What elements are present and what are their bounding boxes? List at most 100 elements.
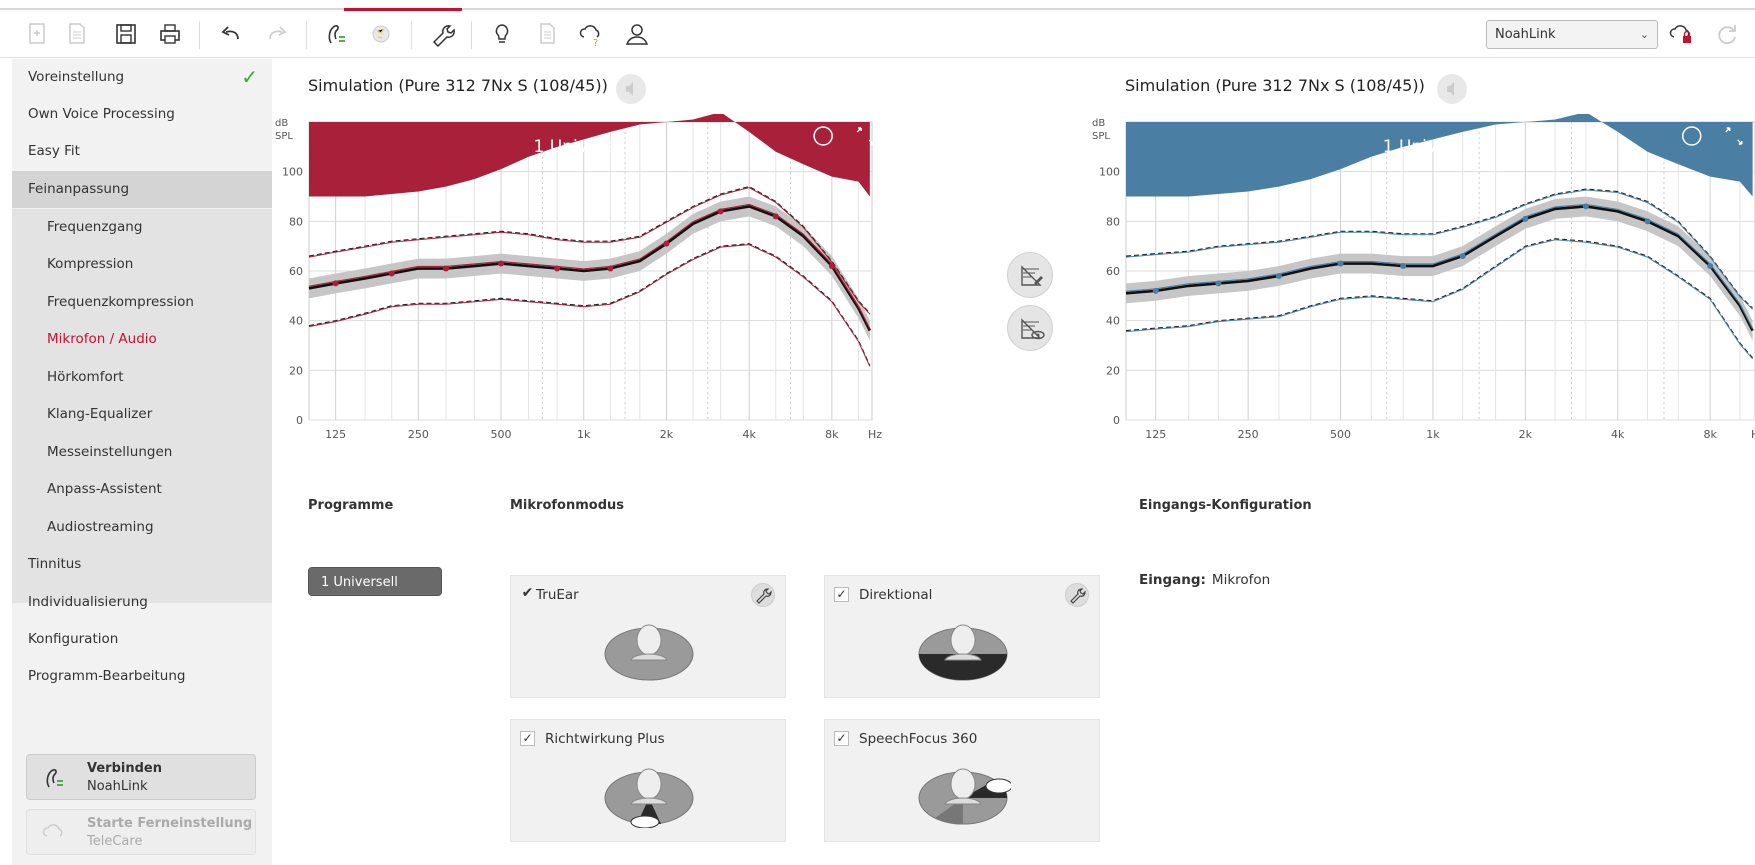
mic-mode-richtwirkung-plus[interactable]: ✓ Richtwirkung Plus: [510, 719, 786, 842]
target-line-loud: [1125, 189, 1753, 310]
sidebar-item-tinnitus[interactable]: Tinnitus: [12, 546, 272, 583]
remote-title: Starte Ferneinstellung: [87, 816, 253, 831]
sidebar-item-kompression[interactable]: Kompression: [12, 246, 272, 283]
undo-icon[interactable]: [216, 19, 246, 49]
y-axis-label: SPL: [275, 131, 293, 142]
x-tick-label: 125: [325, 428, 346, 441]
sidebar-item-hoerkomfort[interactable]: Hörkomfort: [12, 359, 272, 396]
omni-head-icon: [604, 624, 694, 681]
mic-mode-direktional[interactable]: ✓ Direktional: [824, 575, 1100, 698]
lightbulb-icon[interactable]: [487, 19, 517, 49]
program-button-universell[interactable]: 1 Universell: [308, 567, 442, 596]
target-point: [498, 260, 505, 267]
document-icon[interactable]: [62, 19, 92, 49]
y-axis-label: dB: [275, 118, 288, 129]
sidebar-item-label: Messeinstellungen: [47, 444, 173, 460]
toolbar-divider: [411, 21, 412, 49]
mic-mode-label: Direktional: [859, 587, 933, 603]
sidebar-item-anpass-assistent[interactable]: Anpass-Assistent: [12, 471, 272, 508]
gain-curve-soft: [1125, 238, 1754, 359]
target-point: [554, 265, 561, 272]
wrench-icon[interactable]: [427, 19, 457, 49]
cloud-sync-icon: [42, 824, 63, 837]
wrench-icon[interactable]: [1065, 583, 1089, 607]
new-session-icon[interactable]: [22, 19, 52, 49]
report-icon[interactable]: [532, 19, 562, 49]
y-axis-label: SPL: [1092, 131, 1110, 142]
sidebar-item-label: Konfiguration: [28, 631, 119, 647]
target-point: [388, 270, 395, 277]
expand-icon: [1725, 127, 1743, 145]
sidebar-item-label: Frequenzkompression: [47, 294, 194, 310]
checkbox[interactable]: ✓: [834, 587, 849, 602]
globe-icon[interactable]: [366, 19, 396, 49]
sidebar-item-audiostreaming[interactable]: Audiostreaming: [12, 509, 272, 546]
y-tick-label: 0: [296, 414, 303, 427]
speaker-icon[interactable]: [616, 74, 646, 104]
gain-curve-soft: [308, 243, 871, 366]
mic-mode-speechfocus-360[interactable]: ✓ SpeechFocus 360: [824, 719, 1100, 842]
sidebar-item-messeinstellungen[interactable]: Messeinstellungen: [12, 434, 272, 471]
sidebar-item-label: Anpass-Assistent: [47, 481, 162, 497]
remote-fitting-button[interactable]: Starte Ferneinstellung TeleCare: [26, 809, 256, 855]
svg-text:?: ?: [593, 38, 598, 47]
top-divider: [0, 8, 1755, 10]
sidebar-item-individualisierung[interactable]: Individualisierung: [12, 584, 272, 621]
wrench-icon[interactable]: [751, 583, 775, 607]
mic-mode-truear[interactable]: ✔ TruEar: [510, 575, 786, 698]
edit-curve-button[interactable]: [1007, 252, 1053, 298]
target-point: [1152, 287, 1159, 294]
checked-icon[interactable]: ✔: [521, 585, 534, 601]
sidebar-item-frequenzgang[interactable]: Frequenzgang: [12, 209, 272, 246]
print-icon[interactable]: [155, 19, 185, 49]
user-icon[interactable]: [622, 19, 652, 49]
sidebar-item-label: Programm-Bearbeitung: [28, 668, 186, 684]
sidebar-item-label: Hörkomfort: [47, 369, 124, 385]
redo-icon[interactable]: [262, 19, 292, 49]
sidebar-item-mikrofon-audio[interactable]: Mikrofon / Audio: [12, 321, 272, 358]
sidebar-item-own-voice-processing[interactable]: Own Voice Processing: [12, 96, 272, 133]
view-curve-button[interactable]: [1007, 305, 1053, 351]
save-icon[interactable]: [111, 19, 141, 49]
active-tab-indicator: [344, 8, 462, 11]
left-gain-chart: 0 20 40 60 80 100 dB SPL 125 250 500 1k 2k 4k 8k Hz 1 Un…: [275, 114, 882, 441]
target-point: [717, 208, 724, 215]
connect-subtitle: NoahLink: [87, 779, 148, 794]
hearing-aid-connect-icon[interactable]: [321, 19, 351, 49]
checkbox[interactable]: ✓: [834, 731, 849, 746]
x-tick-label: 500: [491, 428, 512, 441]
refresh-icon[interactable]: [1712, 19, 1742, 49]
directional-head-icon: [918, 624, 1008, 681]
sidebar-item-frequenzkompression[interactable]: Frequenzkompression: [12, 284, 272, 321]
speechfocus-head-icon: [918, 768, 1011, 825]
checkbox[interactable]: ✓: [520, 731, 535, 746]
remote-subtitle: TeleCare: [87, 834, 143, 849]
speaker-icon[interactable]: [1437, 74, 1467, 104]
cloud-lock-icon[interactable]: [1667, 19, 1697, 49]
sidebar-item-label: Individualisierung: [28, 594, 148, 610]
target-line-soft: [1125, 239, 1753, 360]
sidebar-item-programm-bearbeitung[interactable]: Programm-Bearbeitung: [12, 658, 272, 695]
info-icon: [813, 126, 833, 146]
sidebar-item-easy-fit[interactable]: Easy Fit: [12, 133, 272, 170]
hearing-aid-connect-icon: [46, 769, 63, 788]
x-tick-label: 250: [408, 428, 429, 441]
target-point: [772, 213, 779, 220]
sidebar-item-label: Own Voice Processing: [28, 106, 175, 122]
x-tick-label: 2k: [660, 428, 674, 441]
sidebar-item-feinanpassung[interactable]: Feinanpassung: [12, 171, 272, 208]
target-point: [1337, 260, 1344, 267]
sidebar-item-label: Kompression: [47, 256, 134, 272]
right-gain-chart: 0 20 40 60 80 100 dB SPL 125 250 500 1k 2k 4k 8k Hz 1 Un…: [1092, 114, 1755, 441]
x-axis-label: Hz: [868, 428, 882, 441]
input-config: Eingang: Mikrofon: [1139, 572, 1270, 588]
sidebar-item-voreinstellung[interactable]: Voreinstellung ✓: [12, 59, 272, 96]
device-select[interactable]: NoahLink ⌄: [1486, 20, 1658, 49]
headroom-area: [1126, 114, 1753, 197]
connect-button[interactable]: Verbinden NoahLink: [26, 754, 256, 800]
cloud-help-icon[interactable]: ?: [576, 19, 606, 49]
sidebar-item-klang-equalizer[interactable]: Klang-Equalizer: [12, 396, 272, 433]
sidebar-item-label: Audiostreaming: [47, 519, 154, 535]
mic-mode-label: SpeechFocus 360: [859, 731, 978, 747]
sidebar-item-konfiguration[interactable]: Konfiguration: [12, 621, 272, 658]
